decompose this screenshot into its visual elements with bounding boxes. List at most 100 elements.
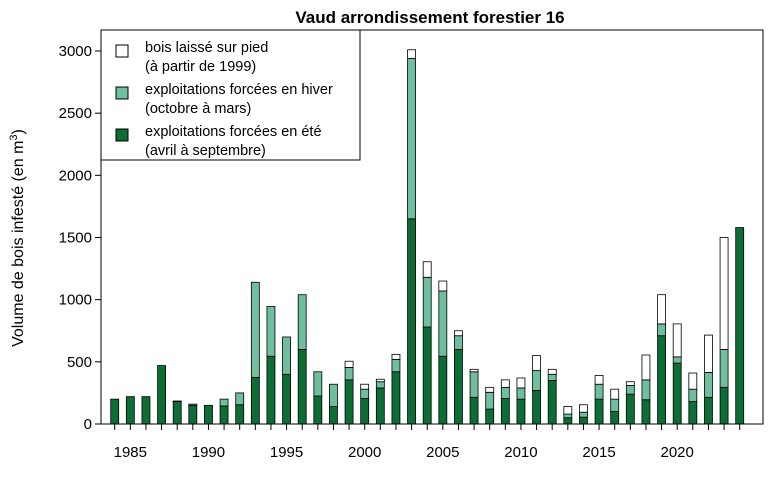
bar-summer-2003 [407,218,416,425]
bar-winter-2021 [688,388,698,403]
bar-standing-2012 [547,368,557,375]
bar-winter-1999 [344,367,354,381]
bar-standing-2015 [594,375,604,385]
bar-winter-2017 [625,385,635,395]
x-tick-label: 2010 [504,444,537,461]
bar-winter-2005 [438,290,448,357]
bar-summer-2021 [688,401,698,425]
x-tick-label: 2015 [582,444,615,461]
y-tick-label: 0 [84,416,92,433]
y-axis: 0 500 1000 1500 2000 2500 3000 [59,43,101,433]
bar-winter-1991 [219,398,229,407]
legend-sublabel-winter: (octobre à mars) [145,101,251,117]
bar-summer-2016 [610,411,620,425]
bar-summer-1987 [157,365,166,425]
legend-label-summer: exploitations forcées en été [145,124,322,140]
bar-standing-2005 [438,280,448,292]
bar-winter-2002 [391,358,401,373]
bar-winter-2000 [360,388,370,399]
y-axis-label-end: ) [10,129,27,134]
bar-summer-1986 [141,396,151,425]
bar-summer-2022 [704,396,713,425]
x-tick-label: 2005 [426,444,459,461]
bar-standing-2002 [391,353,401,360]
bar-summer-2009 [500,398,510,425]
legend-swatch-standing [115,44,129,58]
bar-winter-2023 [719,348,729,388]
bar-standing-2008 [485,386,495,393]
bar-standing-2022 [704,334,713,373]
x-tick-label: 1990 [192,444,225,461]
bar-winter-1988 [172,400,182,403]
x-axis: 1985 1990 1995 2000 2005 2010 2015 2020 [114,424,741,461]
bar-summer-2017 [625,393,635,425]
bar-summer-2011 [532,390,541,425]
bar-summer-2014 [579,416,588,425]
x-tick-label: 1985 [114,444,147,461]
bars [110,49,745,425]
bar-summer-2024 [735,227,745,425]
bar-standing-2010 [516,377,526,389]
y-tick-label: 1500 [59,230,92,247]
bar-summer-2000 [360,398,370,425]
bar-summer-1996 [297,348,307,425]
bar-summer-1992 [235,404,245,425]
bar-winter-2018 [641,379,651,401]
bar-summer-2005 [438,355,448,425]
bar-standing-2016 [610,388,620,400]
bar-summer-1994 [266,355,276,425]
bar-summer-1988 [172,401,182,425]
bar-winter-1989 [188,403,198,406]
bar-summer-2006 [454,348,463,425]
bar-winter-1993 [250,281,260,378]
y-axis-label-superscript: 3 [8,134,20,140]
bar-standing-2021 [688,372,698,390]
bar-standing-2019 [657,294,666,325]
y-tick-label: 1000 [59,292,92,309]
bar-summer-2010 [516,398,526,425]
bar-summer-2001 [375,387,385,425]
bar-winter-2015 [594,383,604,400]
legend: bois laissé sur pied (à partir de 1999) ex… [100,29,361,161]
bar-summer-2002 [391,371,401,425]
bar-winter-2007 [469,371,479,398]
bar-winter-2001 [375,381,385,389]
bar-standing-2004 [422,261,432,278]
legend-swatch-winter [115,86,129,100]
bar-winter-2003 [407,58,416,220]
bar-summer-2007 [469,396,479,425]
y-tick-label: 2500 [59,105,92,122]
bar-winter-2006 [454,335,463,350]
legend-box [100,29,361,161]
legend-sublabel-summer: (avril à septembre) [145,143,266,159]
bar-standing-2003 [407,49,416,59]
bar-summer-2020 [672,362,682,425]
bar-winter-2004 [422,276,432,328]
bar-summer-1989 [188,404,198,425]
bar-standing-2007 [469,368,479,373]
bar-summer-2015 [594,398,604,425]
bar-summer-2018 [641,399,651,425]
x-tick-label: 2020 [661,444,694,461]
bar-standing-2000 [360,383,370,390]
bar-winter-2010 [516,387,526,400]
legend-swatch-summer [115,128,129,142]
bar-summer-1999 [344,379,354,425]
bar-winter-1995 [282,336,291,375]
bar-standing-1999 [344,360,354,368]
bar-winter-2014 [579,411,588,418]
bar-standing-2017 [625,381,635,386]
bar-winter-2019 [657,323,666,337]
bar-winter-2020 [672,356,682,364]
legend-label-standing: bois laissé sur pied [145,40,268,56]
y-tick-label: 500 [67,354,92,371]
bar-standing-2020 [672,323,682,358]
bar-summer-1984 [110,398,120,425]
bar-summer-1998 [329,406,338,425]
bar-summer-2019 [657,335,666,425]
bar-standing-2013 [563,406,573,415]
bar-winter-1997 [313,371,323,397]
bar-summer-2013 [563,417,573,425]
bar-standing-2023 [719,237,729,350]
